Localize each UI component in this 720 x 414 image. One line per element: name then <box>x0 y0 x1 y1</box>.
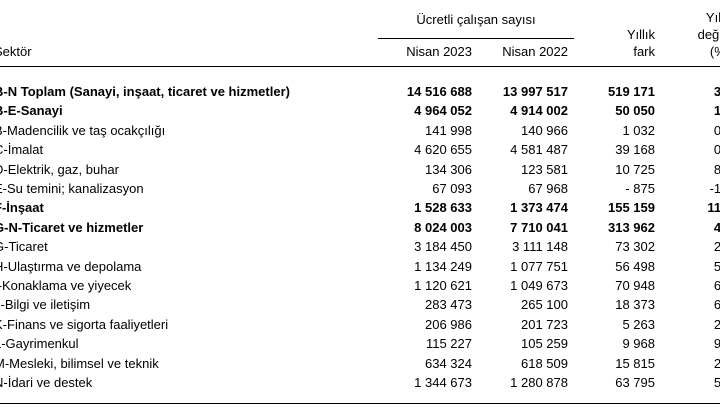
cell-value: 1 344 673 <box>414 375 472 390</box>
cell-value: 2,6 <box>713 316 720 332</box>
cell-value: 1 120 621 <box>414 278 472 293</box>
cell-value: 4 914 002 <box>510 103 568 119</box>
cell-value: 56 498 <box>615 258 655 274</box>
cell-value: 4,1 <box>713 219 720 235</box>
cell-value: 265 100 <box>521 297 568 313</box>
sector-label: F-İnşaat <box>0 200 44 216</box>
cell-value: 1 528 633 <box>414 200 472 216</box>
cell-value: 1 373 474 <box>510 200 568 216</box>
cell-value: 7 710 041 <box>510 219 568 235</box>
cell-value: 10 725 <box>615 161 655 177</box>
cell-value: 3 184 450 <box>414 239 472 255</box>
cell-value: 5,0 <box>713 375 720 390</box>
cell-value: 4 620 655 <box>414 142 472 158</box>
cell-value: 115 227 <box>425 336 472 352</box>
cell-value: 67 093 <box>432 181 472 196</box>
cell-value: 11,3 <box>707 200 720 216</box>
cell-value: 8 024 003 <box>414 219 472 235</box>
cell-value: 67 968 <box>528 181 568 196</box>
cell-value: 73 302 <box>615 239 655 255</box>
group-header: Ücretli çalışan sayısı <box>416 12 536 27</box>
cell-value: 6,9 <box>713 297 720 313</box>
cell-value: 9 968 <box>622 336 655 352</box>
cell-value: 6,8 <box>713 278 720 293</box>
cell-value: 283 473 <box>425 297 472 313</box>
cell-value: 313 962 <box>608 219 655 235</box>
cell-value: 618 509 <box>521 355 568 371</box>
cell-value: 3 111 148 <box>512 239 568 255</box>
cell-value: 141 998 <box>425 122 472 138</box>
sector-label: E-Su temini; kanalizasyon <box>0 181 144 196</box>
cell-value: 1 077 751 <box>510 258 568 274</box>
cell-value: 1 049 673 <box>510 278 568 293</box>
sector-label: N-İdari ve destek <box>0 375 93 390</box>
cell-value: 0,9 <box>713 142 720 158</box>
col-header: Yıllık <box>705 10 720 25</box>
sector-label: B-N Toplam (Sanayi, inşaat, ticaret ve h… <box>0 84 290 99</box>
cell-value: 2,6 <box>713 355 720 371</box>
sector-header: Sektör <box>0 44 32 59</box>
cell-value: 18 373 <box>615 297 655 313</box>
cell-value: 105 259 <box>521 336 568 352</box>
cell-value: -1,3 <box>709 181 720 196</box>
cell-value: 519 171 <box>608 84 655 99</box>
cell-value: 1 134 249 <box>414 258 472 274</box>
sector-label: C-İmalat <box>0 142 44 158</box>
sector-label: D-Elektrik, gaz, buhar <box>0 161 119 177</box>
col-header: Yıllık <box>626 27 655 42</box>
cell-value: 0,7 <box>713 122 720 138</box>
sector-label: H-Ulaştırma ve depolama <box>0 258 142 274</box>
cell-value: 206 986 <box>425 316 472 332</box>
cell-value: 140 966 <box>521 122 568 138</box>
cell-value: 4 581 487 <box>510 142 568 158</box>
cell-value: 5 263 <box>622 316 655 332</box>
sector-label: J-Bilgi ve iletişim <box>0 297 91 313</box>
cell-value: 1 032 <box>622 122 655 138</box>
cell-value: 134 306 <box>425 161 472 177</box>
cell-value: 8,7 <box>713 161 720 177</box>
cell-value: 1 280 878 <box>510 375 568 390</box>
sector-label: B-Madencilik ve taş ocakçılığı <box>0 122 166 138</box>
sector-label: L-Gayrimenkul <box>0 336 79 352</box>
col-header: Nisan 2022 <box>502 44 568 59</box>
cell-value: 63 795 <box>615 375 655 390</box>
cell-value: - 875 <box>625 181 655 196</box>
sector-label: M-Mesleki, bilimsel ve teknik <box>0 355 159 371</box>
sector-label: K-Finans ve sigorta faaliyetleri <box>0 316 169 332</box>
col-header: değişim <box>697 27 720 42</box>
cell-value: 5,2 <box>713 258 720 274</box>
cell-value: 634 324 <box>425 355 472 371</box>
cell-value: 9,5 <box>713 336 720 352</box>
rule <box>0 403 720 404</box>
rule <box>0 66 720 67</box>
cell-value: 3,7 <box>713 84 720 99</box>
cell-value: 1,0 <box>713 103 720 119</box>
cell-value: 39 168 <box>615 142 655 158</box>
sector-label: G-Ticaret <box>0 239 48 255</box>
cell-value: 50 050 <box>615 103 655 119</box>
cell-value: 2,4 <box>713 239 720 255</box>
sector-label: I-Konaklama ve yiyecek <box>0 278 132 293</box>
sector-label: G-N-Ticaret ve hizmetler <box>0 219 144 235</box>
rule <box>378 38 574 39</box>
cell-value: 201 723 <box>521 316 568 332</box>
cell-value: 123 581 <box>521 161 568 177</box>
col-header: Nisan 2023 <box>406 44 472 59</box>
cell-value: 15 815 <box>615 355 655 371</box>
cell-value: 155 159 <box>608 200 655 216</box>
cell-value: 14 516 688 <box>406 84 472 99</box>
col-header: (%) <box>709 44 720 59</box>
cell-value: 13 997 517 <box>502 84 568 99</box>
col-header: fark <box>633 44 655 59</box>
sector-label: B-E-Sanayi <box>0 103 63 119</box>
cell-value: 4 964 052 <box>414 103 472 119</box>
cell-value: 70 948 <box>615 278 655 293</box>
